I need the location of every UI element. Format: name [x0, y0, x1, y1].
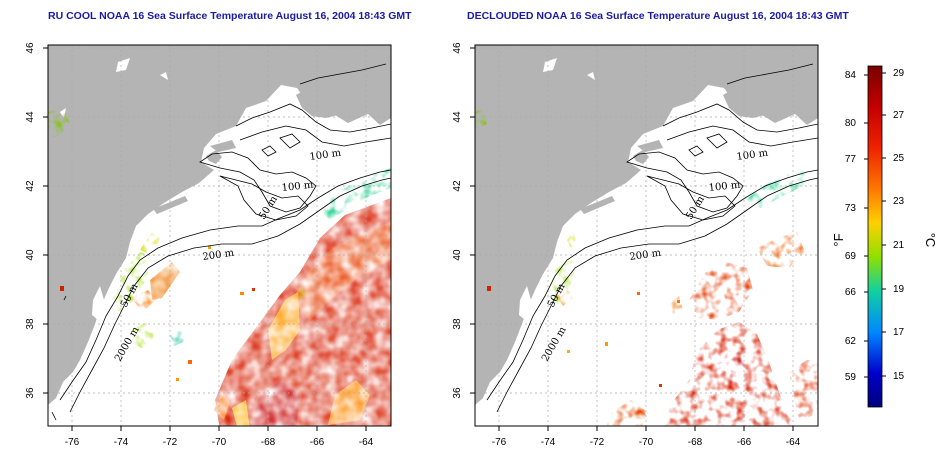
- left-contour-label-100m-a: 100 m: [309, 148, 342, 163]
- left-axes: -76 -74 -72 -70 -68 -66 -64 46 44 42 40 38 36: [25, 42, 374, 448]
- left-map-land: [48, 45, 391, 405]
- right-map-title: DECLOUDED NOAA 16 Sea Surface Temperatur…: [467, 10, 849, 22]
- y-tick-label: 38: [25, 318, 36, 330]
- colorbar-f-tick-label: 80: [845, 118, 857, 129]
- colorbar-c-tick-label: 17: [893, 327, 905, 338]
- x-tick-label: -70: [639, 437, 654, 448]
- left-contour-label-100m-b: 100 m: [281, 180, 314, 194]
- right-axes: -76 -74 -72 -70 -68 -66 -64 46 44 42 40 38 36: [452, 42, 801, 448]
- colorbar-c-tick-label: 25: [893, 153, 905, 164]
- colorbar-fahrenheit-ticks: 84 80 77 73 69 66 62 59: [845, 70, 868, 383]
- y-tick-label: 40: [452, 249, 463, 261]
- x-tick-label: -72: [163, 437, 178, 448]
- x-tick-label: -72: [590, 437, 605, 448]
- colorbar-gradient: [867, 65, 883, 408]
- colorbar-c-tick-label: 27: [893, 110, 905, 121]
- x-tick-label: -66: [737, 437, 752, 448]
- colorbar-c-tick-label: 19: [893, 284, 905, 295]
- x-tick-label: -74: [541, 437, 556, 448]
- right-map-land: [475, 45, 818, 405]
- x-tick-label: -66: [310, 437, 325, 448]
- colorbar-f-tick-label: 59: [845, 372, 857, 383]
- colorbar-c-tick-label: 21: [893, 240, 905, 251]
- colorbar: 84 80 77 73 69 66 62 59 29 27 25 23 21 19 17 15 °F °C: [831, 65, 938, 408]
- colorbar-unit-fahrenheit: °F: [831, 233, 846, 246]
- x-tick-label: -68: [688, 437, 703, 448]
- y-tick-label: 42: [452, 180, 463, 192]
- y-tick-label: 46: [452, 42, 463, 54]
- y-tick-label: 46: [25, 42, 36, 54]
- right-map: 100 m 100 m 50 m 200 m 50 m 2000 m -76 -7…: [452, 42, 819, 448]
- x-tick-label: -64: [359, 437, 374, 448]
- y-tick-label: 36: [25, 387, 36, 399]
- colorbar-unit-celsius: °C: [923, 233, 938, 248]
- right-grid: [475, 45, 818, 426]
- right-contour-label-100m-a: 100 m: [736, 148, 769, 163]
- colorbar-f-tick-label: 84: [845, 70, 857, 81]
- y-tick-label: 38: [452, 318, 463, 330]
- left-bathymetry-contours: [51, 63, 391, 421]
- left-contour-label-200m: 200 m: [202, 248, 235, 263]
- y-tick-label: 44: [25, 111, 36, 123]
- y-tick-label: 42: [25, 180, 36, 192]
- left-grid: [48, 45, 391, 426]
- right-contour-label-100m-b: 100 m: [708, 180, 741, 194]
- colorbar-f-tick-label: 66: [845, 287, 857, 298]
- x-tick-label: -64: [786, 437, 801, 448]
- y-tick-label: 44: [452, 111, 463, 123]
- x-tick-label: -74: [114, 437, 129, 448]
- x-tick-label: -68: [261, 437, 276, 448]
- left-map: 100 m 100 m 50 m 200 m 50 m 2000 m -76 -7…: [25, 42, 392, 448]
- colorbar-f-tick-label: 69: [845, 251, 857, 262]
- colorbar-f-tick-label: 62: [845, 336, 857, 347]
- x-tick-label: -70: [212, 437, 227, 448]
- left-map-title: RU COOL NOAA 16 Sea Surface Temperature …: [48, 10, 412, 22]
- colorbar-c-tick-label: 15: [893, 371, 905, 382]
- colorbar-celsius-ticks: 29 27 25 23 21 19 17 15: [882, 68, 905, 382]
- right-contour-label-200m: 200 m: [629, 248, 662, 263]
- y-tick-label: 40: [25, 249, 36, 261]
- y-tick-label: 36: [452, 387, 463, 399]
- x-tick-label: -76: [492, 437, 507, 448]
- colorbar-c-tick-label: 29: [893, 68, 905, 79]
- x-tick-label: -76: [65, 437, 80, 448]
- colorbar-c-tick-label: 23: [893, 196, 905, 207]
- colorbar-f-tick-label: 77: [845, 154, 857, 165]
- colorbar-f-tick-label: 73: [845, 203, 857, 214]
- right-bathymetry-contours: [486, 63, 818, 413]
